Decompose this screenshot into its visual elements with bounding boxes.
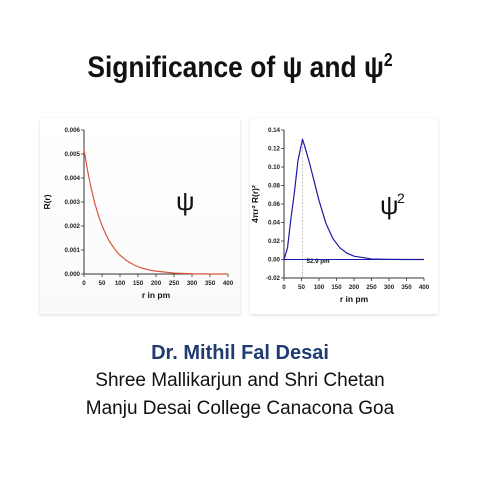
y-tick-label: 0.14: [268, 127, 281, 134]
author-name: Dr. Mithil Fal Desai: [151, 342, 329, 364]
psi-chart-panel: 0 50 100 150 200 250 300 350 400 0.000 0.001 0.002 0…: [40, 118, 240, 314]
y-tick-label: 0.005: [65, 151, 81, 158]
x-tick-label: 150: [133, 280, 144, 287]
y-tick-label: 0.04: [268, 220, 281, 227]
peak-annotation: 52.9 pm: [307, 258, 331, 265]
x-tick-label: 300: [384, 284, 395, 291]
institution-line-2: Manju Desai College Canacona Goa: [85, 398, 395, 419]
y-tick-label: 0.001: [65, 247, 81, 254]
y-tick-label: 0.02: [268, 238, 281, 245]
y-tick-label: 0.12: [268, 146, 281, 153]
y-tick-label: 0.003: [65, 199, 81, 206]
x-tick-label: 400: [223, 280, 234, 287]
x-tick-label: 350: [401, 284, 412, 291]
x-tick-label: 150: [331, 284, 342, 291]
x-axis-label: r in pm: [340, 294, 369, 304]
psi-chart: 0 50 100 150 200 250 300 350 400 0.000 0.001 0.002 0…: [42, 127, 234, 300]
series-line: [283, 138, 424, 261]
institution-line-1: Shree Mallikarjun and Shri Chetan: [95, 370, 385, 391]
chart-title-superscript: 2: [397, 190, 405, 206]
x-tick-label: 350: [205, 280, 216, 287]
slide-title-superscript: 2: [383, 50, 393, 70]
x-tick-label: 250: [169, 280, 180, 287]
x-tick-label: 200: [151, 280, 162, 287]
chart-title: ψ: [176, 186, 195, 216]
y-tick-label: 0.004: [65, 175, 81, 182]
x-tick-label: 0: [282, 284, 286, 291]
y-tick-label: 0.006: [65, 127, 81, 134]
x-tick-label: 100: [115, 280, 126, 287]
x-tick-label: 50: [298, 284, 305, 291]
y-tick-label: 0.06: [268, 201, 281, 208]
y-tick-label: 0.10: [268, 164, 281, 171]
x-tick-label: 0: [82, 280, 86, 287]
psi-squared-chart: 0 50 100 150 200 250 300 350 400 -0.02 0.00 0.02 0.0…: [250, 127, 430, 304]
x-tick-label: 100: [314, 284, 325, 291]
y-tick-label: 0.002: [65, 223, 81, 230]
series-line: [83, 149, 228, 275]
x-axis-label: r in pm: [142, 290, 171, 300]
y-axis-label: 4πr² R(r)²: [250, 185, 260, 223]
x-tick-label: 300: [187, 280, 198, 287]
y-tick-label: 0.08: [268, 183, 281, 190]
slide-title: Significance of ψ and ψ2: [29, 50, 451, 85]
x-tick-label: 250: [366, 284, 377, 291]
y-tick-label: 0.000: [65, 271, 81, 278]
x-tick-label: 50: [99, 280, 106, 287]
psi-squared-chart-panel: 0 50 100 150 200 250 300 350 400 -0.02 0.00 0.02 0.0…: [250, 118, 438, 314]
y-tick-label: -0.02: [266, 275, 281, 282]
y-tick-label: 0.00: [268, 257, 281, 264]
x-tick-label: 400: [419, 284, 430, 291]
x-tick-label: 200: [349, 284, 360, 291]
chart-title: ψ: [380, 190, 399, 220]
slide-title-text: Significance of ψ and ψ: [87, 51, 384, 84]
y-axis-label: R(r): [42, 194, 52, 209]
